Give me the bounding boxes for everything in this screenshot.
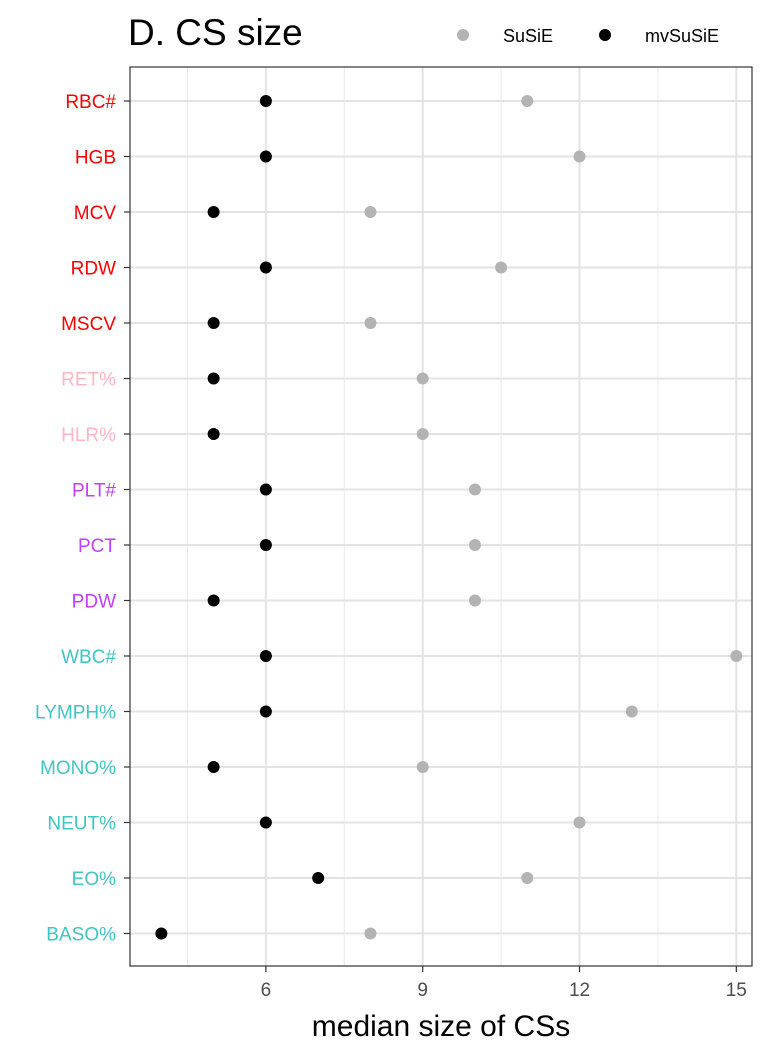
y-tick-label: PLT# <box>72 481 116 502</box>
major-gridlines <box>130 67 752 966</box>
point-susie <box>364 206 377 218</box>
point-susie <box>521 95 534 107</box>
point-susie <box>364 317 377 329</box>
y-tick-label: MSCV <box>61 314 116 335</box>
point-susie <box>416 428 429 440</box>
point-susie <box>573 150 586 163</box>
y-tick-label: RDW <box>71 259 116 280</box>
plot-panel <box>130 67 752 966</box>
point-mvsusie <box>259 816 272 829</box>
legend-key-mvsusie <box>599 29 611 41</box>
point-mvsusie <box>259 95 272 107</box>
point-susie <box>521 872 534 884</box>
x-tick-label: 9 <box>417 980 428 1001</box>
point-mvsusie <box>207 428 220 440</box>
y-tick-label: BASO% <box>46 925 116 946</box>
point-susie <box>468 594 481 607</box>
legend: SuSiE mvSuSiE <box>457 26 719 46</box>
y-tick-label: WBC# <box>61 647 116 668</box>
chart-title: D. CS size <box>128 12 303 53</box>
y-tick-label: RET% <box>61 370 116 391</box>
point-mvsusie <box>259 150 272 163</box>
minor-gridlines <box>186 67 659 966</box>
point-mvsusie <box>207 761 220 773</box>
y-tick-label: NEUT% <box>47 814 116 835</box>
point-mvsusie <box>207 206 220 218</box>
point-mvsusie <box>207 594 220 607</box>
y-tick-label: HLR% <box>61 425 116 446</box>
y-tick-label: LYMPH% <box>35 703 116 724</box>
y-tick-label: MONO% <box>40 758 116 779</box>
y-tick-label: MCV <box>74 203 117 224</box>
point-susie <box>468 483 481 496</box>
point-mvsusie <box>259 705 272 718</box>
point-susie <box>495 261 508 274</box>
y-tick-label: PCT <box>78 536 116 557</box>
y-tick-label: HGB <box>75 148 116 169</box>
point-susie <box>573 816 586 829</box>
point-mvsusie <box>259 539 272 551</box>
x-tick-label: 15 <box>726 980 747 1001</box>
point-mvsusie <box>259 261 272 274</box>
point-susie <box>416 372 429 385</box>
legend-label-mvsusie: mvSuSiE <box>645 26 719 46</box>
point-mvsusie <box>259 483 272 496</box>
data-points <box>155 95 743 940</box>
x-tick-label: 6 <box>261 980 272 1001</box>
y-tick-label: PDW <box>72 592 116 613</box>
point-susie <box>468 539 481 551</box>
point-susie <box>625 705 638 718</box>
point-mvsusie <box>155 927 168 940</box>
plot-border <box>129 66 753 967</box>
point-mvsusie <box>259 650 272 662</box>
point-mvsusie <box>207 372 220 385</box>
legend-key-susie <box>457 29 469 41</box>
point-susie <box>364 927 377 940</box>
x-axis-label: median size of CSs <box>312 1010 570 1043</box>
point-susie <box>416 761 429 773</box>
point-mvsusie <box>207 317 220 329</box>
x-axis: 6 9 12 15 <box>261 966 747 1001</box>
point-mvsusie <box>312 872 325 884</box>
y-axis: RBC# HGB MCV RDW MSCV RET% HLR% PLT# PCT PDW WBC# L… <box>35 92 130 946</box>
point-susie <box>730 650 743 662</box>
x-tick-label: 12 <box>569 980 590 1001</box>
y-tick-label: EO% <box>72 869 116 890</box>
y-tick-label: RBC# <box>65 92 116 113</box>
legend-label-susie: SuSiE <box>503 26 553 46</box>
